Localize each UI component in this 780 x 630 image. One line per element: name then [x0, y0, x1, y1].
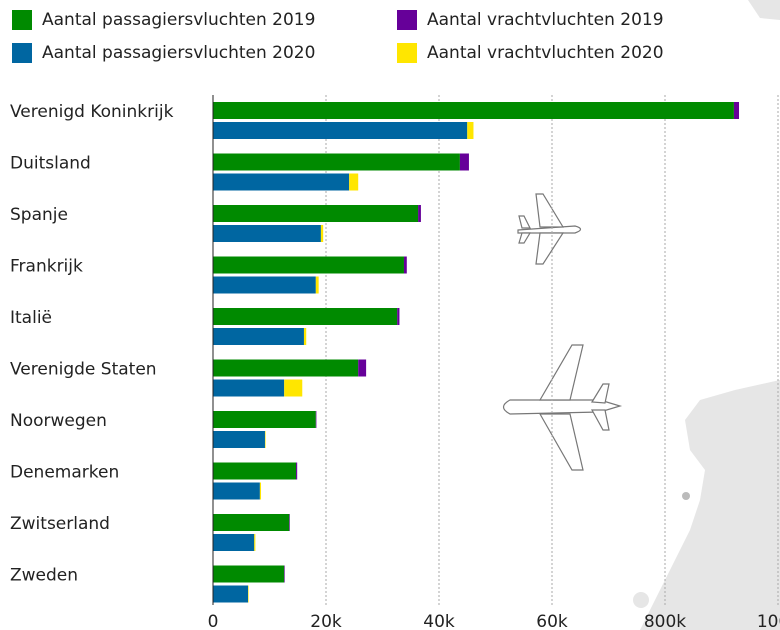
- x-tick-label: 100k: [757, 612, 780, 630]
- bar-segment: [213, 565, 285, 583]
- bar-segment: [213, 411, 316, 428]
- bar-segment: [213, 328, 304, 345]
- bar-segment: [320, 225, 324, 242]
- bar-segment: [315, 276, 319, 294]
- bar-segment: [418, 205, 421, 222]
- map-background: [633, 0, 780, 630]
- category-label: Zweden: [10, 566, 78, 586]
- bar-segment: [358, 359, 367, 377]
- bar-segment: [213, 102, 734, 119]
- bar-segment: [213, 379, 285, 397]
- x-tick-label: 0: [208, 612, 219, 630]
- bar-segment: [213, 482, 260, 500]
- x-tick-label: 60k: [536, 612, 568, 630]
- legend-label: Aantal vrachtvluchten 2020: [427, 43, 664, 63]
- bar-segment: [349, 173, 359, 191]
- bar-segment: [289, 514, 290, 531]
- bar-segment: [259, 482, 262, 500]
- bar-segment: [296, 462, 298, 480]
- bar-segment: [213, 122, 468, 139]
- x-tick-label: 20k: [310, 612, 342, 630]
- category-label: Zwitserland: [10, 514, 110, 534]
- bar-segment: [284, 565, 285, 583]
- x-tick-label: 800k: [644, 612, 686, 630]
- bar-segment: [459, 153, 469, 171]
- bar-segment: [213, 308, 398, 325]
- plane-icon: [517, 193, 582, 265]
- category-label: Denemarken: [10, 463, 119, 483]
- bar-segment: [213, 534, 255, 551]
- bar-segment: [213, 431, 265, 448]
- bar-segment: [733, 102, 740, 119]
- bar-segment: [213, 256, 404, 274]
- bar-segment: [397, 308, 400, 325]
- legend-swatch: [397, 10, 417, 30]
- bar-segment: [213, 462, 297, 480]
- legend-swatch: [12, 43, 32, 63]
- category-label: Verenigde Staten: [10, 360, 157, 380]
- category-label: Spanje: [10, 205, 68, 225]
- bar-segment: [248, 585, 249, 603]
- bar-segment: [213, 514, 290, 531]
- legend-swatch: [12, 10, 32, 30]
- bar-segment: [213, 359, 359, 377]
- bar-segment: [284, 379, 303, 397]
- legend-label: Aantal vrachtvluchten 2019: [427, 10, 664, 30]
- legend-label: Aantal passagiersvluchten 2020: [42, 43, 315, 63]
- bar-segment: [303, 328, 307, 345]
- category-label: Italië: [10, 308, 52, 328]
- legend-label: Aantal passagiersvluchten 2019: [42, 10, 315, 30]
- bar-segment: [213, 276, 316, 294]
- bar-segment: [403, 256, 407, 274]
- category-label: Duitsland: [10, 154, 91, 174]
- bar-segment: [213, 173, 350, 191]
- bar-segment: [254, 534, 256, 551]
- category-label: Verenigd Koninkrijk: [10, 102, 174, 122]
- legend-swatch: [397, 43, 417, 63]
- bar-segment: [213, 225, 321, 242]
- x-tick-label: 40k: [423, 612, 455, 630]
- category-label: Noorwegen: [10, 411, 107, 431]
- bar-segment: [213, 205, 419, 222]
- bar-segment: [213, 585, 249, 603]
- bar-segment: [213, 153, 460, 171]
- bar-segment: [315, 411, 317, 428]
- plane-icon: [502, 344, 623, 471]
- bar-segment: [467, 122, 474, 139]
- category-label: Frankrijk: [10, 257, 83, 277]
- bar-segment: [264, 431, 266, 448]
